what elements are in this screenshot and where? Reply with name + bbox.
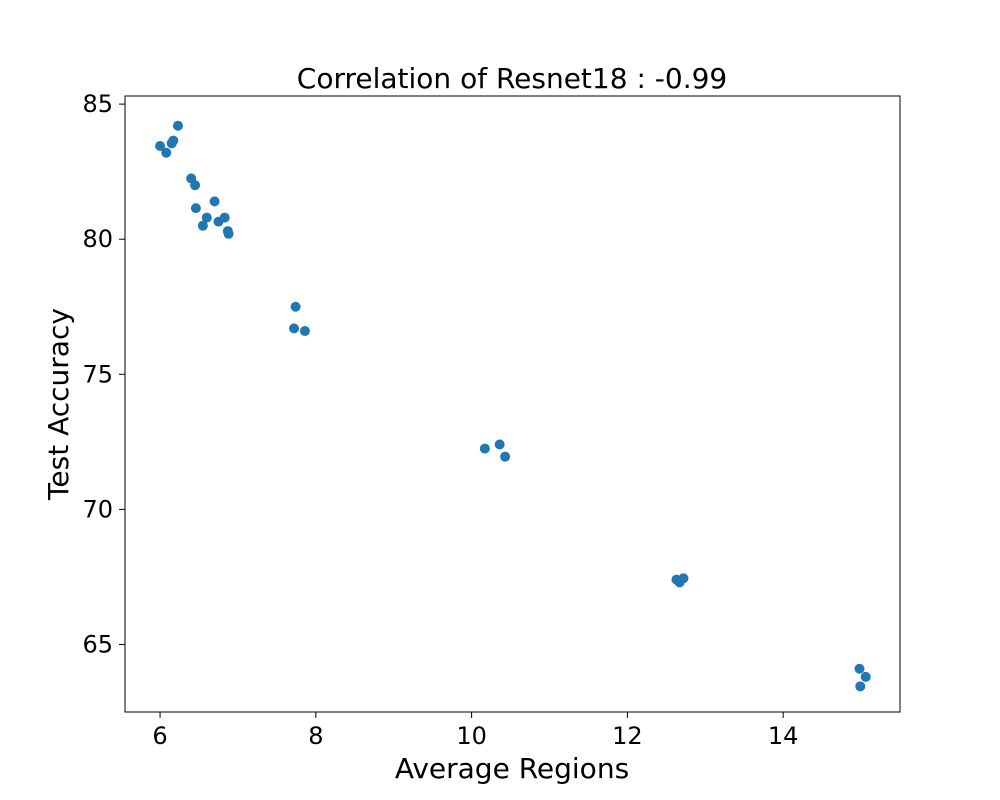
data-point: [209, 196, 220, 207]
y-axis-label: Test Accuracy: [42, 308, 75, 501]
x-tick-label: 12: [612, 722, 643, 750]
x-axis: 6 8 10 12 14: [152, 712, 798, 750]
x-axis-label: Average Regions: [395, 752, 629, 785]
data-point: [201, 212, 212, 223]
data-point: [855, 681, 866, 692]
data-point: [155, 140, 166, 151]
x-tick-label: 10: [456, 722, 487, 750]
data-point: [172, 120, 183, 131]
data-point: [678, 573, 689, 584]
data-point: [197, 220, 208, 231]
data-point: [219, 212, 230, 223]
data-point: [500, 451, 511, 462]
data-points: [155, 120, 871, 692]
y-tick-label: 70: [82, 495, 113, 523]
plot-area: [124, 95, 901, 713]
data-point: [168, 135, 179, 146]
data-point: [190, 180, 201, 191]
data-point: [223, 228, 234, 239]
data-point: [299, 326, 310, 337]
y-tick-label: 85: [82, 90, 113, 118]
y-tick-label: 65: [82, 630, 113, 658]
data-point: [190, 203, 201, 214]
y-tick-label: 80: [82, 225, 113, 253]
data-point: [290, 301, 301, 312]
data-point: [289, 323, 300, 334]
y-tick-label: 75: [82, 360, 113, 388]
x-tick-label: 6: [152, 722, 167, 750]
data-point: [860, 671, 871, 682]
data-point: [479, 443, 490, 454]
data-point: [854, 663, 865, 674]
x-tick-label: 14: [768, 722, 799, 750]
y-axis: 65 70 75 80 85: [82, 90, 125, 658]
data-point: [161, 147, 172, 158]
chart-title: Correlation of Resnet18 : -0.99: [297, 62, 727, 95]
x-tick-label: 8: [308, 722, 323, 750]
data-point: [494, 439, 505, 450]
